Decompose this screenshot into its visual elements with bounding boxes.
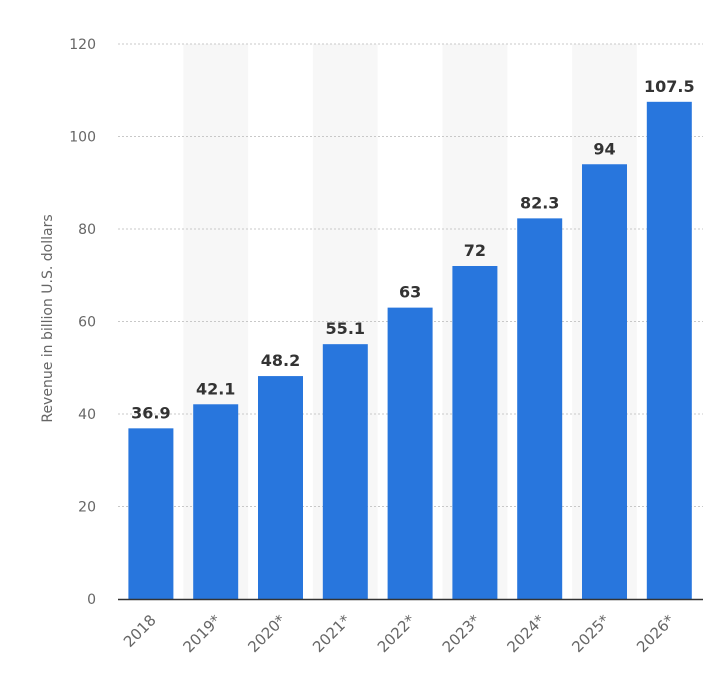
x-tick-label: 2023* (439, 611, 484, 656)
bar (258, 376, 303, 599)
x-tick-label: 2024* (503, 611, 548, 656)
bar (646, 101, 692, 599)
x-tick-label: 2019* (179, 611, 224, 656)
x-tick-label: 2020* (244, 611, 289, 656)
bar (322, 344, 368, 599)
x-tick-label: 2022* (374, 611, 419, 656)
y-axis-ticks: 0 20 40 60 80 100 120 (69, 37, 96, 608)
data-label: 55.1 (326, 319, 365, 338)
y-tick-label: 60 (78, 315, 96, 331)
data-label: 63 (399, 283, 421, 302)
data-labels: 36.9 42.1 48.2 55.1 63 72 82.3 94 107.5 (131, 77, 694, 423)
x-axis-ticks: 2018 2019* 2020* 2021* 2022* 2023* 2024* 2025* 2… (120, 611, 678, 656)
y-tick-label: 0 (87, 592, 96, 608)
x-tick-label: 2026* (633, 611, 678, 656)
x-tick-label: 2018 (120, 611, 160, 651)
y-tick-label: 100 (69, 130, 96, 146)
data-label: 107.5 (644, 77, 695, 96)
y-tick-label: 80 (78, 222, 96, 238)
bar (128, 428, 174, 599)
bar (452, 266, 498, 599)
bar (387, 307, 433, 599)
data-label: 72 (464, 241, 486, 260)
y-tick-label: 40 (78, 407, 96, 423)
bar (517, 218, 563, 600)
data-label: 48.2 (261, 351, 300, 370)
bar (193, 404, 239, 599)
x-tick-label: 2021* (309, 611, 354, 656)
data-label: 36.9 (131, 403, 170, 422)
bar (582, 164, 627, 599)
bars (128, 101, 692, 600)
y-axis-title: Revenue in billion U.S. dollars (40, 214, 56, 422)
data-label: 82.3 (520, 193, 559, 212)
y-tick-label: 20 (78, 500, 96, 516)
data-label: 42.1 (196, 379, 235, 398)
x-tick-label: 2025* (568, 611, 613, 656)
y-tick-label: 120 (69, 37, 96, 53)
data-label: 94 (593, 139, 615, 158)
